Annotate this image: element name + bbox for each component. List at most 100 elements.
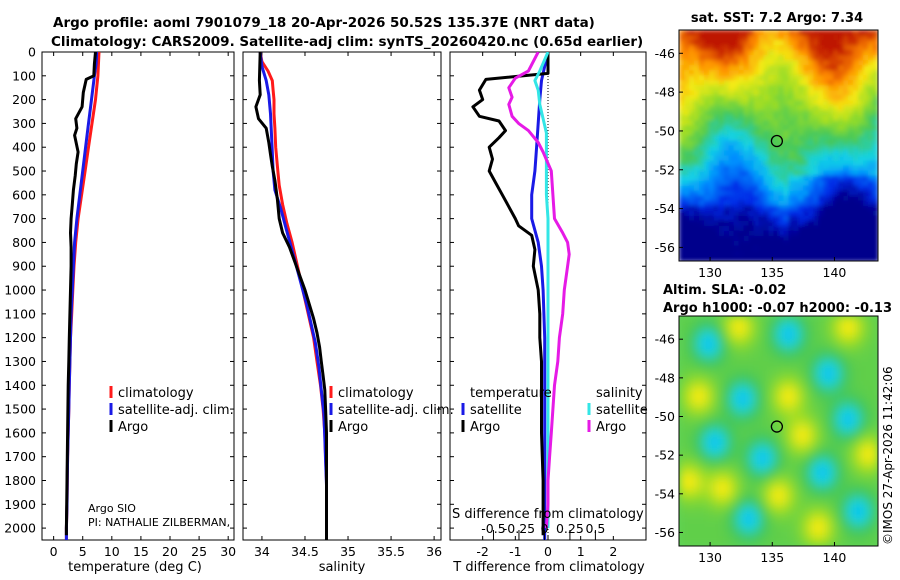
map-cell xyxy=(828,120,834,126)
map-cell xyxy=(753,366,760,372)
map-cell xyxy=(679,90,685,96)
map-cell xyxy=(718,416,725,422)
map-cell xyxy=(793,115,799,121)
map-cell xyxy=(708,256,715,261)
map-cell xyxy=(773,170,780,177)
map-cell xyxy=(868,220,874,227)
map-cell xyxy=(679,481,685,487)
map-cell xyxy=(738,481,745,487)
map-cell xyxy=(693,461,700,467)
map-cell xyxy=(728,321,735,327)
map-cell xyxy=(843,461,849,467)
map-cell xyxy=(773,40,780,46)
map-cell xyxy=(783,436,790,442)
map-cell xyxy=(818,451,824,457)
map-cell xyxy=(873,175,878,182)
map-cell xyxy=(693,256,700,261)
map-cell xyxy=(803,220,809,227)
map-cell xyxy=(738,521,745,527)
map-cell xyxy=(723,486,730,492)
map-cell xyxy=(798,60,804,66)
map-cell xyxy=(848,50,854,56)
map-cell xyxy=(823,210,829,217)
map-cell xyxy=(768,431,775,437)
map-cell xyxy=(843,110,849,116)
map-cell xyxy=(708,371,715,377)
map-cell xyxy=(743,431,750,437)
map-cell xyxy=(823,135,829,142)
map-cell xyxy=(858,326,864,332)
map-cell xyxy=(823,180,829,187)
map-cell xyxy=(798,376,804,382)
map-cell xyxy=(863,496,869,502)
map-cell xyxy=(788,376,795,382)
map-cell xyxy=(758,235,765,242)
map-cell xyxy=(693,531,700,537)
map-cell xyxy=(808,406,814,412)
map-cell xyxy=(793,376,799,382)
map-cell xyxy=(763,321,770,327)
depth-tick-label: 300 xyxy=(12,116,36,131)
map-cell xyxy=(808,185,814,192)
map-cell xyxy=(818,235,824,242)
map-cell xyxy=(778,536,785,542)
map-cell xyxy=(788,531,795,537)
sla-map-frame xyxy=(678,315,879,547)
map-cell xyxy=(728,210,735,217)
map-cell xyxy=(738,381,745,387)
map-cell xyxy=(798,70,804,76)
map-cell xyxy=(823,155,829,162)
map-cell xyxy=(763,115,770,121)
map-cell xyxy=(748,110,755,116)
map-cell xyxy=(763,331,770,337)
map-cell xyxy=(798,466,804,472)
map-cell xyxy=(679,436,685,442)
map-cell xyxy=(838,130,844,136)
map-cell xyxy=(788,125,795,131)
map-cell xyxy=(758,155,765,162)
map-cell xyxy=(778,35,785,41)
map-cell xyxy=(788,491,795,497)
map-cell xyxy=(753,426,760,432)
map-cell xyxy=(838,50,844,56)
map-cell xyxy=(863,361,869,367)
map-cell xyxy=(773,431,780,437)
map-cell xyxy=(813,256,819,261)
map-cell xyxy=(703,461,710,467)
map-cell xyxy=(858,75,864,81)
map-cell xyxy=(718,476,725,482)
map-cell xyxy=(753,536,760,542)
map-cell xyxy=(679,406,685,412)
map-cell xyxy=(748,421,755,427)
map-cell xyxy=(868,336,874,342)
map-cell xyxy=(783,160,790,167)
map-cell xyxy=(698,336,705,342)
map-cell xyxy=(863,60,869,66)
map-cell xyxy=(868,245,874,252)
difference-series xyxy=(471,52,571,540)
map-cell xyxy=(748,150,755,157)
map-cell xyxy=(833,506,839,512)
map-cell xyxy=(689,491,695,497)
map-cell xyxy=(689,536,695,542)
map-cell xyxy=(748,130,755,136)
map-cell xyxy=(788,346,795,352)
map-cell xyxy=(793,331,799,337)
map-cell xyxy=(728,245,735,252)
map-cell xyxy=(838,461,844,467)
map-cell xyxy=(718,200,725,207)
map-cell xyxy=(788,356,795,362)
map-cell xyxy=(748,346,755,352)
map-cell xyxy=(808,215,814,222)
map-cell xyxy=(768,406,775,412)
map-cell xyxy=(733,140,740,147)
map-cell xyxy=(738,361,745,367)
map-cell xyxy=(788,381,795,387)
map-cell xyxy=(783,180,790,187)
map-cell xyxy=(828,35,834,41)
map-cell xyxy=(728,466,735,472)
map-cell xyxy=(868,406,874,412)
map-cell xyxy=(853,461,859,467)
map-cell xyxy=(813,466,819,472)
map-cell xyxy=(803,125,809,131)
